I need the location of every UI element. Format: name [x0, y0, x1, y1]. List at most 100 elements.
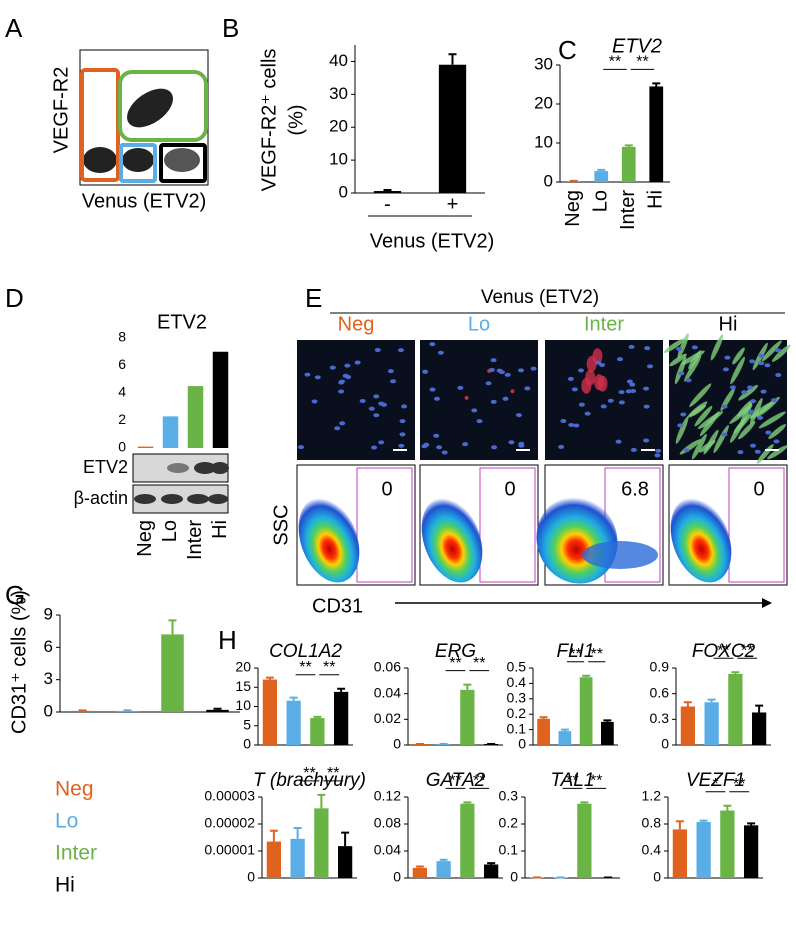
error-bar: [747, 822, 756, 826]
nucleus: [560, 419, 567, 424]
nucleus: [647, 364, 654, 369]
bar: [162, 416, 179, 448]
bar: [436, 861, 451, 878]
nucleus: [741, 390, 748, 395]
significance-mark: **: [636, 54, 648, 71]
cell: [710, 334, 724, 361]
nucleus: [629, 382, 636, 387]
condition-label: Neg: [338, 313, 375, 335]
nucleus: [764, 363, 771, 368]
nucleus: [329, 365, 336, 370]
nucleus: [434, 396, 441, 401]
bar: [412, 867, 427, 878]
error-bar: [675, 820, 684, 830]
y-tick-label: 0.12: [374, 788, 401, 804]
nucleus: [339, 421, 346, 426]
cell: [669, 353, 687, 367]
panel-title: Venus (ETV2): [481, 287, 599, 308]
bar: [558, 731, 572, 745]
legend-entry: Inter: [55, 842, 97, 865]
bar: [314, 808, 329, 878]
y-tick-label: 0.3: [507, 690, 527, 706]
significance-mark: **: [323, 659, 335, 676]
bar: [206, 709, 229, 712]
nucleus: [630, 447, 637, 452]
y-tick-label: 10: [534, 132, 553, 151]
nucleus: [304, 372, 311, 377]
panel-label: B: [222, 13, 239, 43]
nucleus: [354, 360, 361, 365]
nucleus: [368, 406, 375, 411]
bar: [579, 677, 593, 745]
nucleus: [655, 448, 662, 453]
nucleus: [676, 346, 683, 351]
nucleus: [342, 373, 349, 378]
nucleus: [381, 402, 388, 407]
nucleus: [371, 445, 378, 450]
bar: [460, 689, 475, 745]
bar: [373, 191, 402, 193]
nucleus: [754, 449, 761, 454]
significance-mark: **: [449, 655, 461, 672]
axis-label: CD31: [312, 595, 363, 617]
nucleus: [685, 378, 692, 383]
error-bar: [168, 619, 177, 635]
nucleus: [436, 445, 443, 450]
bar: [744, 825, 759, 878]
bar: [212, 351, 229, 448]
gate-value: 0: [381, 478, 392, 500]
x-tick-label: Inter: [184, 520, 206, 560]
error-bar: [723, 804, 732, 811]
nucleus: [615, 439, 622, 444]
x-tick-label: Lo: [159, 520, 181, 542]
nucleus: [568, 422, 575, 427]
error-bar: [580, 801, 589, 804]
gate-value: 0: [504, 478, 515, 500]
cell: [691, 433, 707, 460]
nucleus: [314, 375, 321, 380]
bar: [577, 803, 592, 878]
cd31-gate: [479, 467, 536, 583]
nucleus: [577, 368, 584, 373]
y-tick-label: 0: [247, 869, 255, 885]
nucleus: [524, 386, 531, 391]
nucleus: [578, 402, 585, 407]
bar: [696, 821, 711, 878]
y-tick-label: 0.8: [642, 815, 662, 831]
bar: [594, 171, 609, 182]
bar: [338, 846, 353, 878]
x-tick-label: Hi: [645, 190, 667, 209]
nucleus: [618, 400, 625, 405]
nucleus: [338, 380, 345, 385]
error-bar: [123, 709, 132, 712]
error-bar: [603, 719, 612, 722]
cell: [675, 416, 689, 444]
nucleus: [504, 372, 511, 377]
nucleus: [373, 394, 380, 399]
cell: [689, 401, 708, 417]
error-bar: [289, 696, 298, 701]
bar: [161, 634, 184, 712]
cell: [681, 350, 705, 366]
micrograph: [420, 340, 538, 460]
y-tick-label: 10: [329, 150, 348, 169]
error-bar: [597, 168, 606, 172]
bar: [728, 673, 743, 745]
y-tick-label: 0.00003: [204, 788, 255, 804]
blot-label: β-actin: [74, 488, 128, 508]
nucleus: [654, 453, 661, 458]
nucleus: [625, 389, 632, 394]
significance-mark: **: [590, 773, 602, 790]
x-tick-label: +: [447, 193, 459, 215]
error-bar: [293, 827, 302, 839]
nucleus: [644, 346, 651, 351]
nucleus: [724, 355, 731, 360]
nucleus: [298, 445, 305, 450]
y-tick-label: 6: [118, 356, 126, 372]
bar: [460, 803, 475, 878]
panel-label: G: [5, 580, 25, 610]
nucleus: [729, 385, 736, 390]
nucleus: [429, 387, 436, 392]
nucleus: [433, 433, 440, 438]
error-bar: [313, 715, 322, 719]
